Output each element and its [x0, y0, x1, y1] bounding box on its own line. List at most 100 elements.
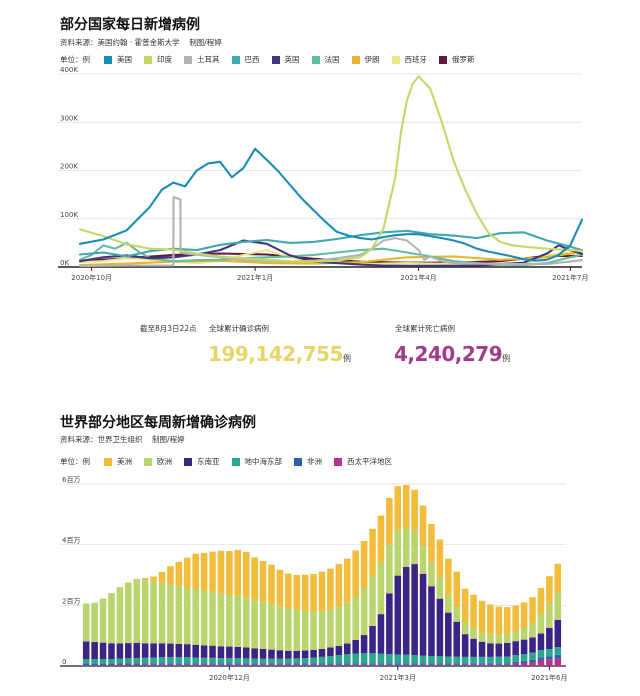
chart2-bar-segment — [411, 655, 418, 664]
chart2-bar-segment — [318, 649, 326, 657]
chart1-gridlines — [58, 73, 582, 268]
chart1-series-line — [78, 195, 584, 268]
chart2-bar-segment — [529, 652, 536, 660]
chart2-bar-segment — [360, 541, 368, 589]
chart2-legend-swatch — [104, 457, 112, 466]
chart2-bar-segment — [343, 664, 351, 666]
chart2-bar-segment — [503, 664, 511, 666]
chart1-credit: 制图/程婷 — [189, 38, 222, 47]
chart2-plot: 0 2百万 4百万 6百万 2020年12月 2021年3月 2021年6月 — [60, 476, 568, 682]
chart2-bar-segment — [352, 664, 359, 666]
chart2-x-tick-label: 2021年6月 — [531, 673, 567, 682]
chart2-y-axis: 0 2百万 4百万 6百万 — [62, 476, 80, 666]
chart2-bar-segment — [461, 622, 469, 635]
chart2-legend-label: 美洲 — [117, 457, 132, 466]
chart2-bar-segment — [537, 613, 545, 634]
chart2-bar-segment — [99, 642, 107, 660]
chart2-bar-segment — [478, 663, 486, 665]
chart2-bar-segment — [310, 649, 317, 658]
chart2-bar-segment — [242, 551, 250, 598]
chart2-bar-segment — [158, 664, 166, 666]
chart2-bar-segment — [293, 664, 301, 666]
chart1-y-tick-label: 400K — [60, 66, 78, 74]
chart2-bar-segment — [175, 643, 183, 658]
chart2-bar-segment — [175, 663, 183, 665]
chart2-bar-segment — [141, 664, 149, 666]
chart2-legend-label: 东南亚 — [197, 457, 220, 466]
chart2-bar-segment — [251, 557, 258, 600]
chart2-bar-segment — [158, 582, 166, 644]
chart2-bar-segment — [453, 606, 461, 622]
chart2-bar-segment — [478, 664, 486, 666]
chart2-bar-segment — [167, 664, 174, 666]
chart2-bar-segment — [470, 664, 477, 666]
chart2-bar-segment — [268, 564, 275, 605]
chart2-bar-segment — [82, 603, 90, 642]
chart2-bar-segment — [141, 657, 149, 664]
chart2-bar-segment — [537, 657, 545, 660]
chart2-bar-segment — [453, 571, 461, 607]
chart2-legend-unit: 单位：例 — [60, 457, 90, 466]
chart2-bar-segment — [461, 656, 469, 664]
chart2-bar-segment — [445, 663, 452, 665]
chart2-bar-segment — [318, 611, 326, 650]
chart2-bar-segment — [150, 643, 157, 658]
chart2-bar-segment — [209, 663, 216, 665]
chart1-legend-label: 英国 — [284, 55, 300, 64]
chart2-legend-label: 非洲 — [307, 457, 322, 466]
chart2-bar-segment — [108, 643, 115, 660]
chart2-bar-segment — [209, 551, 216, 592]
chart2-bar-segment — [226, 551, 233, 596]
chart2-bar-segment — [386, 543, 393, 594]
chart1-x-tick-label: 2021年7月 — [552, 273, 588, 282]
chart2-x-axis: 2020年12月 2021年3月 2021年6月 — [209, 666, 568, 682]
chart2-bar-segment — [394, 654, 402, 664]
chart2-bar-segment — [99, 665, 107, 666]
chart2-bar-segment — [141, 643, 149, 658]
chart2-bar-segment — [234, 549, 242, 596]
chart2-bar-segment — [226, 646, 233, 659]
chart2-bar-segment — [487, 663, 494, 665]
chart2-bar-segment — [192, 663, 199, 665]
chart2-bar-segment — [428, 663, 435, 665]
chart2-bar-segment — [512, 663, 519, 666]
chart2-bar-segment — [386, 593, 393, 655]
chart2-bar-segment — [158, 663, 166, 665]
chart1-x-axis: 2020年10月 2021年1月 2021年4月 2021年7月 — [71, 267, 588, 282]
chart2-bar-segment — [175, 657, 183, 664]
chart2-bar-segment — [259, 561, 267, 602]
chart2-bar-segment — [259, 663, 267, 665]
chart2-bar-segment — [318, 571, 326, 612]
chart2-bar-segment — [419, 544, 427, 574]
chart2-source-line: 资料来源：世界卫生组织 制图/程婷 — [60, 434, 185, 445]
chart1-legend-label: 西班牙 — [404, 55, 428, 64]
chart2-bar-segment — [99, 663, 107, 666]
chart2-bar-segment — [402, 566, 410, 655]
chart2-bar-segment — [91, 602, 98, 643]
stat-cases-value: 199,142,755 — [208, 342, 343, 366]
chart2-bar-segment — [301, 574, 309, 612]
chart2-bar-segment — [242, 658, 250, 664]
chart2-bar-segment — [99, 659, 107, 664]
chart2-legend-item: 非洲 — [294, 456, 322, 467]
chart2-bar-segment — [259, 664, 267, 666]
chart2-bar-segment — [436, 664, 444, 666]
chart2-bar-segment — [175, 664, 183, 666]
chart2-bar-segment — [394, 486, 402, 531]
chart2-bar-segment — [150, 581, 157, 644]
chart2-bar-segment — [352, 639, 359, 654]
chart2-bar-segment — [310, 657, 317, 664]
chart2-bar-segment — [554, 647, 562, 655]
stat-cases-label: 全球累计确诊病例 — [209, 324, 269, 333]
chart2-bar-segment — [251, 599, 258, 649]
chart2-bar-segment — [411, 530, 418, 565]
chart2-bar-segment — [217, 664, 225, 666]
chart2-legend-swatch — [334, 457, 342, 466]
chart2-bar-segment — [453, 664, 461, 666]
chart2-bar-segment — [116, 658, 124, 664]
chart2-bar-segment — [150, 664, 157, 666]
chart2-bar-segment — [352, 595, 359, 640]
chart2-bar-segment — [327, 664, 334, 666]
chart1-title: 部分国家每日新增病例 — [60, 17, 200, 33]
chart2-bar-segment — [125, 643, 132, 659]
